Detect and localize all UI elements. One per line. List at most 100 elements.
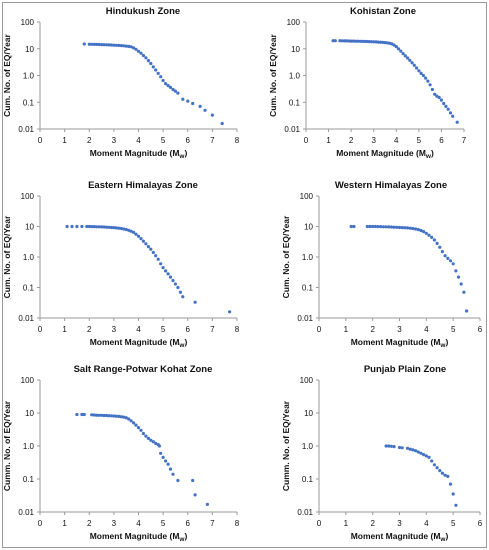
data-point xyxy=(107,414,111,418)
data-point xyxy=(95,413,99,417)
x-axis-label-main: Moment Magnitude (M xyxy=(351,337,441,347)
data-point xyxy=(422,453,426,457)
y-tick-label: 0.01 xyxy=(18,508,34,517)
y-axis-label: Cum. No. of EQ/Year xyxy=(268,33,278,116)
x-tick-label: 8 xyxy=(235,519,240,528)
data-point xyxy=(412,63,416,67)
data-point xyxy=(405,226,410,230)
data-point xyxy=(408,58,412,62)
x-tick-label: 4 xyxy=(394,136,399,145)
x-axis-label-end: ) xyxy=(445,531,448,541)
data-point xyxy=(122,44,126,48)
x-tick-label: 5 xyxy=(417,136,422,145)
data-point xyxy=(104,225,109,229)
x-tick-label: 6 xyxy=(478,325,483,334)
data-point xyxy=(181,295,185,299)
data-point xyxy=(421,73,425,78)
x-tick-label: 1 xyxy=(62,325,67,334)
x-tick-label: 5 xyxy=(161,136,166,145)
data-point xyxy=(154,441,158,445)
chart-panel: Punjab Plain Zone 0.01 0.1 1.0 10 100 0 1 2 3 4 5 6 M… xyxy=(281,364,483,543)
data-point xyxy=(168,85,173,89)
data-point xyxy=(193,493,197,497)
data-point xyxy=(442,101,446,106)
data-point xyxy=(203,108,207,112)
data-point xyxy=(433,92,437,96)
data-point xyxy=(422,230,426,234)
data-point xyxy=(173,282,177,286)
data-point xyxy=(427,455,431,459)
x-tick-label: 3 xyxy=(371,136,376,145)
data-point xyxy=(394,45,398,49)
data-point xyxy=(156,257,160,261)
data-point xyxy=(92,225,96,229)
data-point xyxy=(75,412,79,417)
data-point xyxy=(164,269,168,273)
x-tick-label: 8 xyxy=(235,136,240,145)
x-tick-label: 5 xyxy=(161,519,166,528)
y-axis-label: Cumm. No. of EQ/Year xyxy=(2,400,12,491)
data-point xyxy=(117,226,121,230)
data-point xyxy=(114,43,118,47)
x-axis-label-subscript: w xyxy=(178,536,185,543)
data-point xyxy=(465,309,469,313)
data-point xyxy=(139,237,143,241)
data-point xyxy=(80,412,84,417)
data-point xyxy=(151,65,155,69)
data-point xyxy=(389,225,393,229)
data-point xyxy=(159,75,163,79)
data-point xyxy=(166,84,170,88)
data-point xyxy=(166,272,170,276)
data-point xyxy=(181,97,185,101)
x-axis-label: Moment Magnitude (Mw) xyxy=(351,531,449,543)
data-point xyxy=(112,414,116,418)
data-point xyxy=(136,49,141,53)
x-axis-label-main: Moment Magnitude (M xyxy=(351,531,441,541)
data-point xyxy=(129,229,133,233)
data-point xyxy=(132,230,136,234)
data-point xyxy=(419,228,423,233)
x-tick-label: 3 xyxy=(112,136,117,145)
data-point xyxy=(92,413,96,417)
data-point xyxy=(368,224,372,229)
x-tick-label: 5 xyxy=(451,519,456,528)
data-point xyxy=(444,104,448,108)
data-point xyxy=(342,39,346,43)
y-tick-label: 1.0 xyxy=(302,253,314,262)
data-point xyxy=(446,256,450,260)
data-point xyxy=(85,224,89,229)
data-point xyxy=(210,113,214,117)
y-tick-label: 0.1 xyxy=(302,475,314,484)
x-tick-label: 0 xyxy=(38,519,43,528)
data-point xyxy=(117,43,121,48)
x-tick-label: 6 xyxy=(186,325,191,334)
data-point xyxy=(149,247,153,251)
data-point xyxy=(416,228,420,232)
data-point xyxy=(144,56,148,60)
chart-title: Kohistan Zone xyxy=(350,6,416,17)
data-point xyxy=(134,47,138,51)
x-tick-label: 4 xyxy=(136,136,141,145)
data-point xyxy=(95,225,99,229)
data-point xyxy=(438,245,442,249)
y-tick-label: 0.01 xyxy=(18,125,34,134)
data-point xyxy=(427,233,431,237)
data-point xyxy=(424,76,428,80)
data-point xyxy=(136,234,141,238)
data-point xyxy=(100,43,104,47)
x-tick-label: 2 xyxy=(87,325,92,334)
data-point xyxy=(97,225,101,229)
x-tick-label: 3 xyxy=(112,519,117,528)
data-point xyxy=(139,51,143,55)
data-point xyxy=(345,39,349,43)
data-point xyxy=(376,40,380,44)
data-point xyxy=(151,440,155,444)
data-point xyxy=(154,68,158,72)
data-point xyxy=(396,47,401,51)
y-tick-label: 100 xyxy=(21,376,35,385)
y-tick-label: 100 xyxy=(300,192,314,201)
x-tick-label: 1 xyxy=(62,519,67,528)
data-point xyxy=(419,71,423,75)
data-point xyxy=(95,42,99,47)
data-point xyxy=(100,413,104,417)
